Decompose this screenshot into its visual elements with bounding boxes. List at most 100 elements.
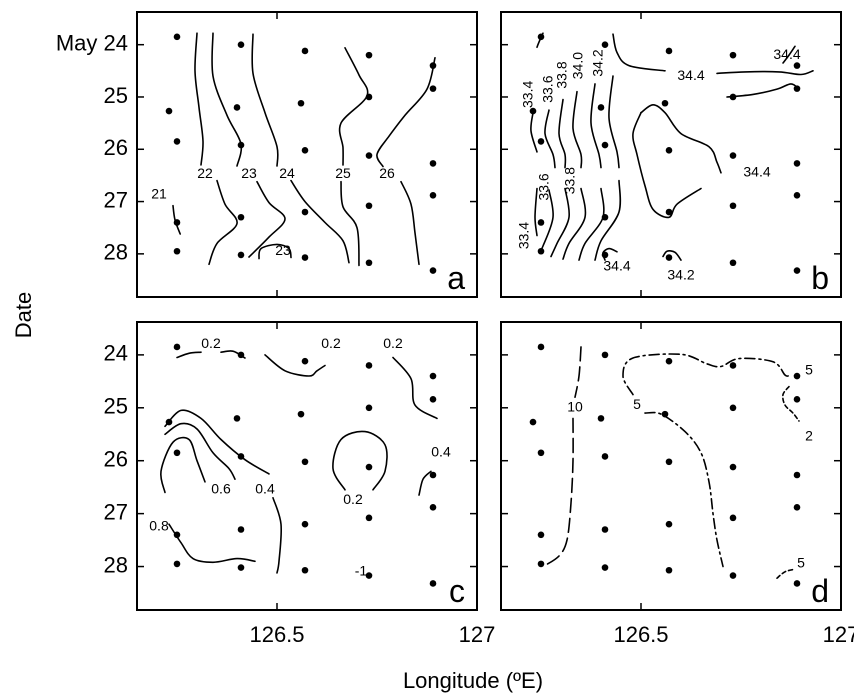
station-point <box>301 520 309 528</box>
station-point <box>729 259 737 267</box>
panel-a: 21 22 23 24 25 26 23 a May 24 25 26 27 28 <box>56 11 478 298</box>
y-tick-label: 28 <box>104 552 128 577</box>
x-axis-label: Longitude (ºE) <box>403 668 543 693</box>
contour-line <box>258 243 292 260</box>
panel-frame <box>500 11 842 298</box>
contour-label: 0.2 <box>201 335 221 351</box>
station-point <box>429 372 437 380</box>
station-point <box>597 415 605 422</box>
station-point <box>173 138 181 145</box>
station-point <box>365 514 373 522</box>
station-point <box>601 453 609 460</box>
station-point <box>537 343 545 351</box>
x-tick-label: 127 <box>823 622 854 647</box>
station-point <box>793 85 801 92</box>
station-point <box>537 560 545 568</box>
contour-label: 22 <box>197 165 213 181</box>
station-point <box>661 99 669 107</box>
station-point <box>365 572 373 579</box>
station-point <box>601 141 609 149</box>
station-point <box>429 191 437 199</box>
y-tick-label: 26 <box>104 135 128 160</box>
station-point <box>793 396 801 403</box>
contour-label: -1 <box>355 563 368 579</box>
station-point <box>529 418 537 426</box>
y-tick-label: May 24 <box>56 31 128 56</box>
contour-line <box>782 45 796 64</box>
station-point <box>729 514 737 522</box>
station-point <box>365 259 373 267</box>
y-tick-label: 28 <box>104 240 128 265</box>
contour-line <box>644 411 724 568</box>
panel-b: 33.4 33.633.8 34.0 34.233.6 33.833.434.434.4… <box>500 11 842 298</box>
contour-label: 0.8 <box>149 518 169 534</box>
contour-line <box>558 98 567 169</box>
station-point <box>173 531 181 539</box>
station-point <box>601 526 609 533</box>
station-point <box>793 580 801 587</box>
station-point <box>665 254 673 261</box>
panel-frame <box>136 11 478 298</box>
station-point <box>793 191 801 199</box>
station-point <box>793 267 801 274</box>
contour-line <box>574 346 582 398</box>
station-point <box>665 147 673 154</box>
contour-label: 0.2 <box>321 335 341 351</box>
contour-line <box>251 33 279 167</box>
contour-line <box>590 83 602 169</box>
contour-label: 34.4 <box>603 258 630 274</box>
y-tick-label: 26 <box>104 447 128 472</box>
contour-line <box>208 179 238 266</box>
panel-c: 0.2 0.2 0.2 0.2 0.4 0.6 0.4 0.8 -1 c 24 25 26 27 28 126… <box>104 321 496 647</box>
station-point <box>729 152 737 159</box>
station-point <box>665 458 673 466</box>
station-point <box>365 362 373 369</box>
contour-label: 33.4 <box>520 81 536 108</box>
station-point <box>429 85 437 92</box>
station-point <box>665 47 673 55</box>
station-point <box>729 404 737 412</box>
station-point <box>173 449 181 457</box>
contour-line <box>594 179 622 261</box>
contour-label: 34.4 <box>677 67 704 83</box>
y-tick-label: 27 <box>104 187 128 212</box>
station-point <box>237 213 245 221</box>
station-point <box>237 141 245 149</box>
station-point <box>729 362 737 369</box>
contour-label: 23 <box>275 242 291 258</box>
contour-line <box>418 470 432 496</box>
station-point <box>537 531 545 539</box>
contour-line <box>572 90 583 169</box>
station-point <box>729 202 737 210</box>
station-point <box>429 503 437 511</box>
station-point <box>665 520 673 528</box>
axis-layer: Date Longitude (ºE) <box>11 292 543 693</box>
contour-line <box>332 430 388 491</box>
contour-line <box>340 180 360 267</box>
y-tick-label: 27 <box>104 499 128 524</box>
station-point <box>233 415 241 422</box>
station-point <box>793 503 801 511</box>
panel-letter: b <box>811 260 829 296</box>
contour-line <box>168 523 256 564</box>
x-tick-label: 127 <box>459 622 496 647</box>
contour-line <box>608 75 620 169</box>
contour-label: 34.0 <box>570 52 586 79</box>
contour-line <box>248 180 286 258</box>
station-point <box>537 449 545 457</box>
station-point <box>601 351 609 359</box>
station-point <box>165 418 173 426</box>
y-tick-label: 25 <box>104 83 128 108</box>
contour-line <box>290 179 350 264</box>
station-point <box>365 93 373 101</box>
station-point <box>665 357 673 365</box>
contour-label: 33.6 <box>536 173 552 200</box>
station-point <box>301 357 309 365</box>
station-point <box>529 107 537 115</box>
contour-line <box>544 417 574 567</box>
x-tick-label: 126.5 <box>613 622 668 647</box>
station-point <box>429 62 437 69</box>
contour-line <box>338 47 369 166</box>
